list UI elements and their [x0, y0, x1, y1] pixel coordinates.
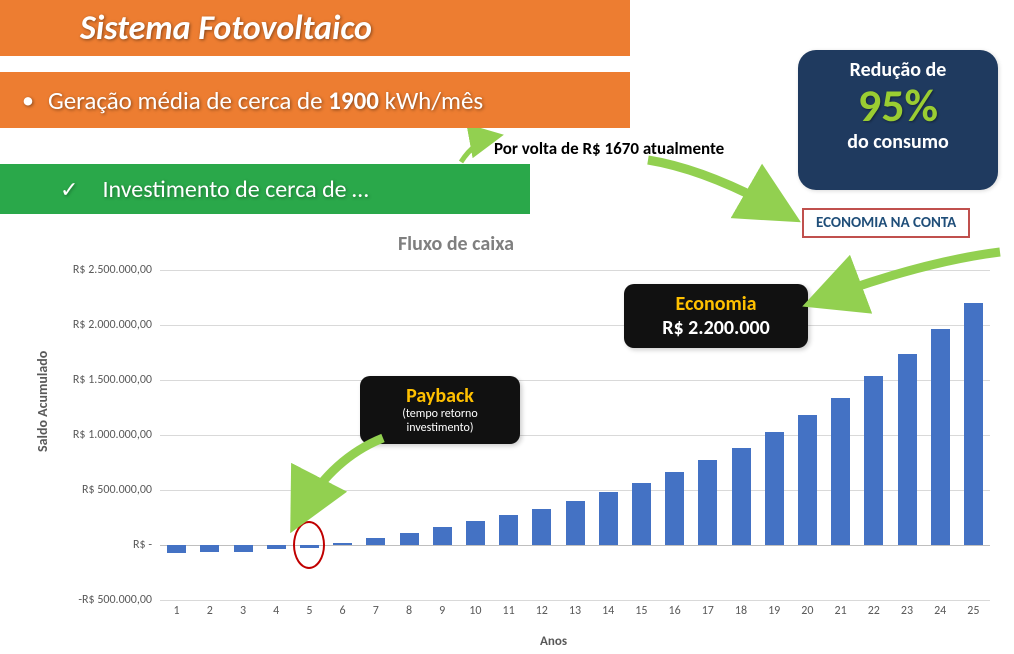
x-tick: 14 — [592, 604, 624, 618]
x-tick: 19 — [758, 604, 790, 618]
check-icon: ✓ — [60, 176, 78, 203]
x-tick: 24 — [924, 604, 956, 618]
x-tick: 11 — [493, 604, 525, 618]
reduction-badge: Redução de 95% do consumo — [798, 50, 998, 190]
bar — [732, 448, 751, 545]
bar — [798, 415, 817, 545]
chart-title: Fluxo de caixa — [398, 232, 514, 256]
x-tick: 6 — [327, 604, 359, 618]
bar — [532, 509, 551, 545]
y-axis-label: Saldo Acumulado — [34, 351, 51, 452]
economy-label: ECONOMIA NA CONTA — [802, 208, 970, 238]
x-tick: 9 — [426, 604, 458, 618]
x-tick: 2 — [194, 604, 226, 618]
payback-callout: Payback (tempo retorno investimento) — [360, 376, 520, 444]
bar — [200, 545, 219, 552]
bar — [665, 472, 684, 545]
x-tick: 5 — [293, 604, 325, 618]
economy-callout: Economia R$ 2.200.000 — [624, 284, 808, 348]
bar — [466, 521, 485, 545]
bar — [632, 483, 651, 545]
x-tick: 21 — [825, 604, 857, 618]
y-tick: R$ - — [60, 538, 152, 552]
x-tick: 18 — [725, 604, 757, 618]
reduction-pct: 95% — [798, 82, 998, 130]
bar — [433, 527, 452, 545]
x-tick: 12 — [526, 604, 558, 618]
x-tick: 8 — [393, 604, 425, 618]
bar — [499, 515, 518, 545]
x-tick: 1 — [161, 604, 193, 618]
bar — [765, 432, 784, 545]
price-note: Por volta de R$ 1670 atualmente — [494, 138, 724, 159]
bar — [234, 545, 253, 552]
x-tick: 20 — [791, 604, 823, 618]
y-tick: R$ 1.000.000,00 — [60, 428, 152, 442]
bar — [333, 543, 352, 545]
bullet-icon: • — [22, 86, 34, 115]
x-tick: 4 — [260, 604, 292, 618]
y-tick: R$ 500.000,00 — [60, 483, 152, 497]
bar — [599, 492, 618, 545]
bar — [898, 354, 917, 545]
y-tick: -R$ 500.000,00 — [60, 593, 152, 607]
arrow-economy-label-icon — [640, 150, 810, 240]
x-tick: 10 — [459, 604, 491, 618]
bar — [366, 538, 385, 545]
x-tick: 22 — [858, 604, 890, 618]
plot-area — [160, 270, 990, 600]
x-tick: 25 — [957, 604, 989, 618]
bar — [864, 376, 883, 545]
payback-title: Payback — [374, 384, 506, 408]
bar — [698, 460, 717, 545]
y-tick: R$ 1.500.000,00 — [60, 373, 152, 387]
payback-sub: (tempo retorno investimento) — [374, 408, 506, 436]
x-tick: 17 — [692, 604, 724, 618]
bar — [931, 329, 950, 545]
bar — [566, 501, 585, 545]
economy-value: R$ 2.200.000 — [638, 316, 794, 340]
x-tick: 15 — [625, 604, 657, 618]
reduction-bottom: do consumo — [798, 130, 998, 154]
investment-text: Investimento de cerca de … — [102, 175, 368, 204]
bar — [400, 533, 419, 545]
bar — [167, 545, 186, 553]
generation-text: Geração média de cerca de 1900 kWh/mês — [48, 85, 483, 116]
x-tick: 16 — [659, 604, 691, 618]
generation-bar: • Geração média de cerca de 1900 kWh/mês — [0, 72, 630, 128]
bar — [831, 398, 850, 545]
y-tick: R$ 2.000.000,00 — [60, 318, 152, 332]
x-axis-label: Anos — [540, 634, 567, 649]
x-tick: 23 — [891, 604, 923, 618]
x-tick: 7 — [360, 604, 392, 618]
bar — [267, 545, 286, 549]
cashflow-chart: -R$ 500.000,00 R$ - R$ 500.000,00 R$ 1.000.… — [60, 260, 1005, 630]
x-tick: 13 — [559, 604, 591, 618]
bar — [964, 303, 983, 545]
economy-title: Economia — [638, 292, 794, 316]
y-tick: R$ 2.500.000,00 — [60, 263, 152, 277]
page-title: Sistema Fotovoltaico — [80, 8, 372, 49]
title-bar: Sistema Fotovoltaico — [0, 0, 630, 56]
x-tick: 3 — [227, 604, 259, 618]
investment-bar: ✓ Investimento de cerca de … — [0, 164, 530, 214]
